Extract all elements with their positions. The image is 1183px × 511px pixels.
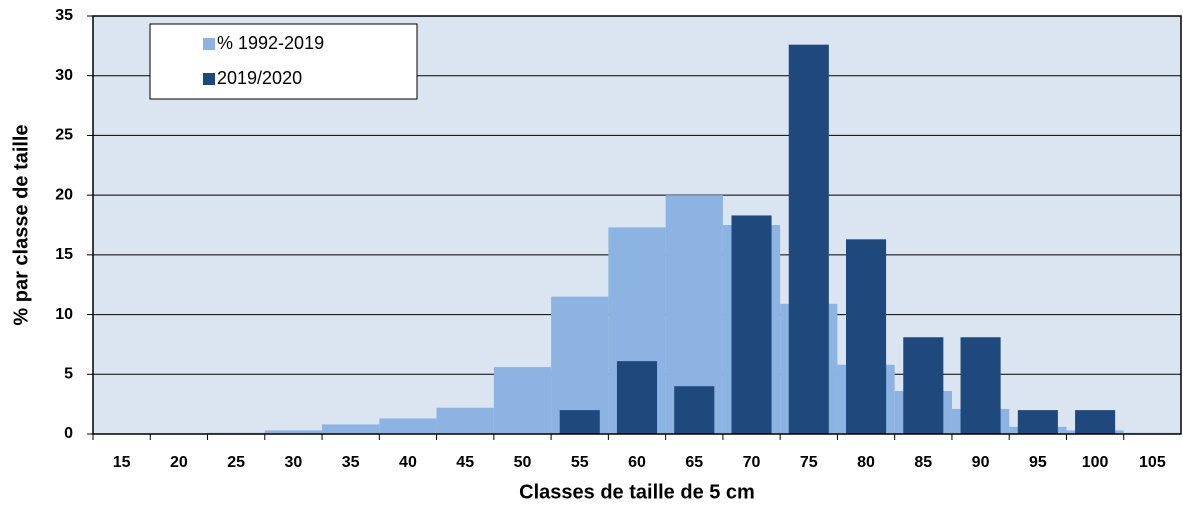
x-tick-label: 100 [1082, 454, 1109, 471]
x-tick-label: 80 [857, 454, 875, 471]
x-tick-label: 60 [628, 454, 646, 471]
y-tick-label: 30 [55, 67, 73, 84]
legend-label: 2019/2020 [217, 68, 302, 88]
x-tick-label: 30 [285, 454, 303, 471]
x-tick-label: 20 [170, 454, 188, 471]
x-tick-label: 35 [342, 454, 360, 471]
x-tick-label: 25 [227, 454, 245, 471]
x-tick-label: 15 [113, 454, 131, 471]
bar [846, 239, 887, 434]
bar [674, 386, 715, 434]
x-tick-label: 70 [743, 454, 761, 471]
bars [150, 44, 1181, 435]
plot-frame [92, 15, 1182, 435]
y-tick-label: 35 [55, 7, 73, 24]
bar [960, 337, 1001, 434]
x-axis-title: Classes de taille de 5 cm [519, 481, 755, 503]
y-tick-label: 15 [55, 246, 73, 263]
x-tick-label: 95 [1029, 454, 1047, 471]
x-tick-label: 45 [456, 454, 474, 471]
bar [788, 44, 829, 435]
x-tick-label: 65 [685, 454, 703, 471]
y-tick-label: 0 [64, 425, 73, 442]
bar [559, 410, 600, 434]
bar [1075, 410, 1116, 434]
bar [379, 418, 437, 434]
x-tick-label: 90 [972, 454, 990, 471]
y-tick-label: 10 [55, 306, 73, 323]
legend-swatch [203, 73, 215, 85]
bar [264, 430, 323, 434]
y-tick-label: 25 [55, 127, 73, 144]
x-tick-label: 105 [1139, 454, 1166, 471]
x-tick-label: 85 [914, 454, 932, 471]
bar [493, 367, 552, 434]
x-tick-label: 40 [399, 454, 417, 471]
bar [903, 337, 944, 434]
bar [1017, 410, 1058, 434]
y-tick-label: 20 [55, 186, 73, 203]
y-axis-title: % par classe de taille [10, 124, 32, 325]
legend-swatch [203, 38, 215, 50]
legend-label: % 1992-2019 [217, 33, 324, 53]
y-tick-label: 5 [64, 366, 73, 383]
bar [436, 407, 494, 434]
x-tick-label: 55 [571, 454, 589, 471]
bar [616, 361, 658, 434]
x-tick-label: 75 [800, 454, 818, 471]
x-tick-label: 50 [514, 454, 532, 471]
bar [322, 424, 380, 434]
legend-box [149, 23, 418, 100]
bar [731, 215, 772, 434]
